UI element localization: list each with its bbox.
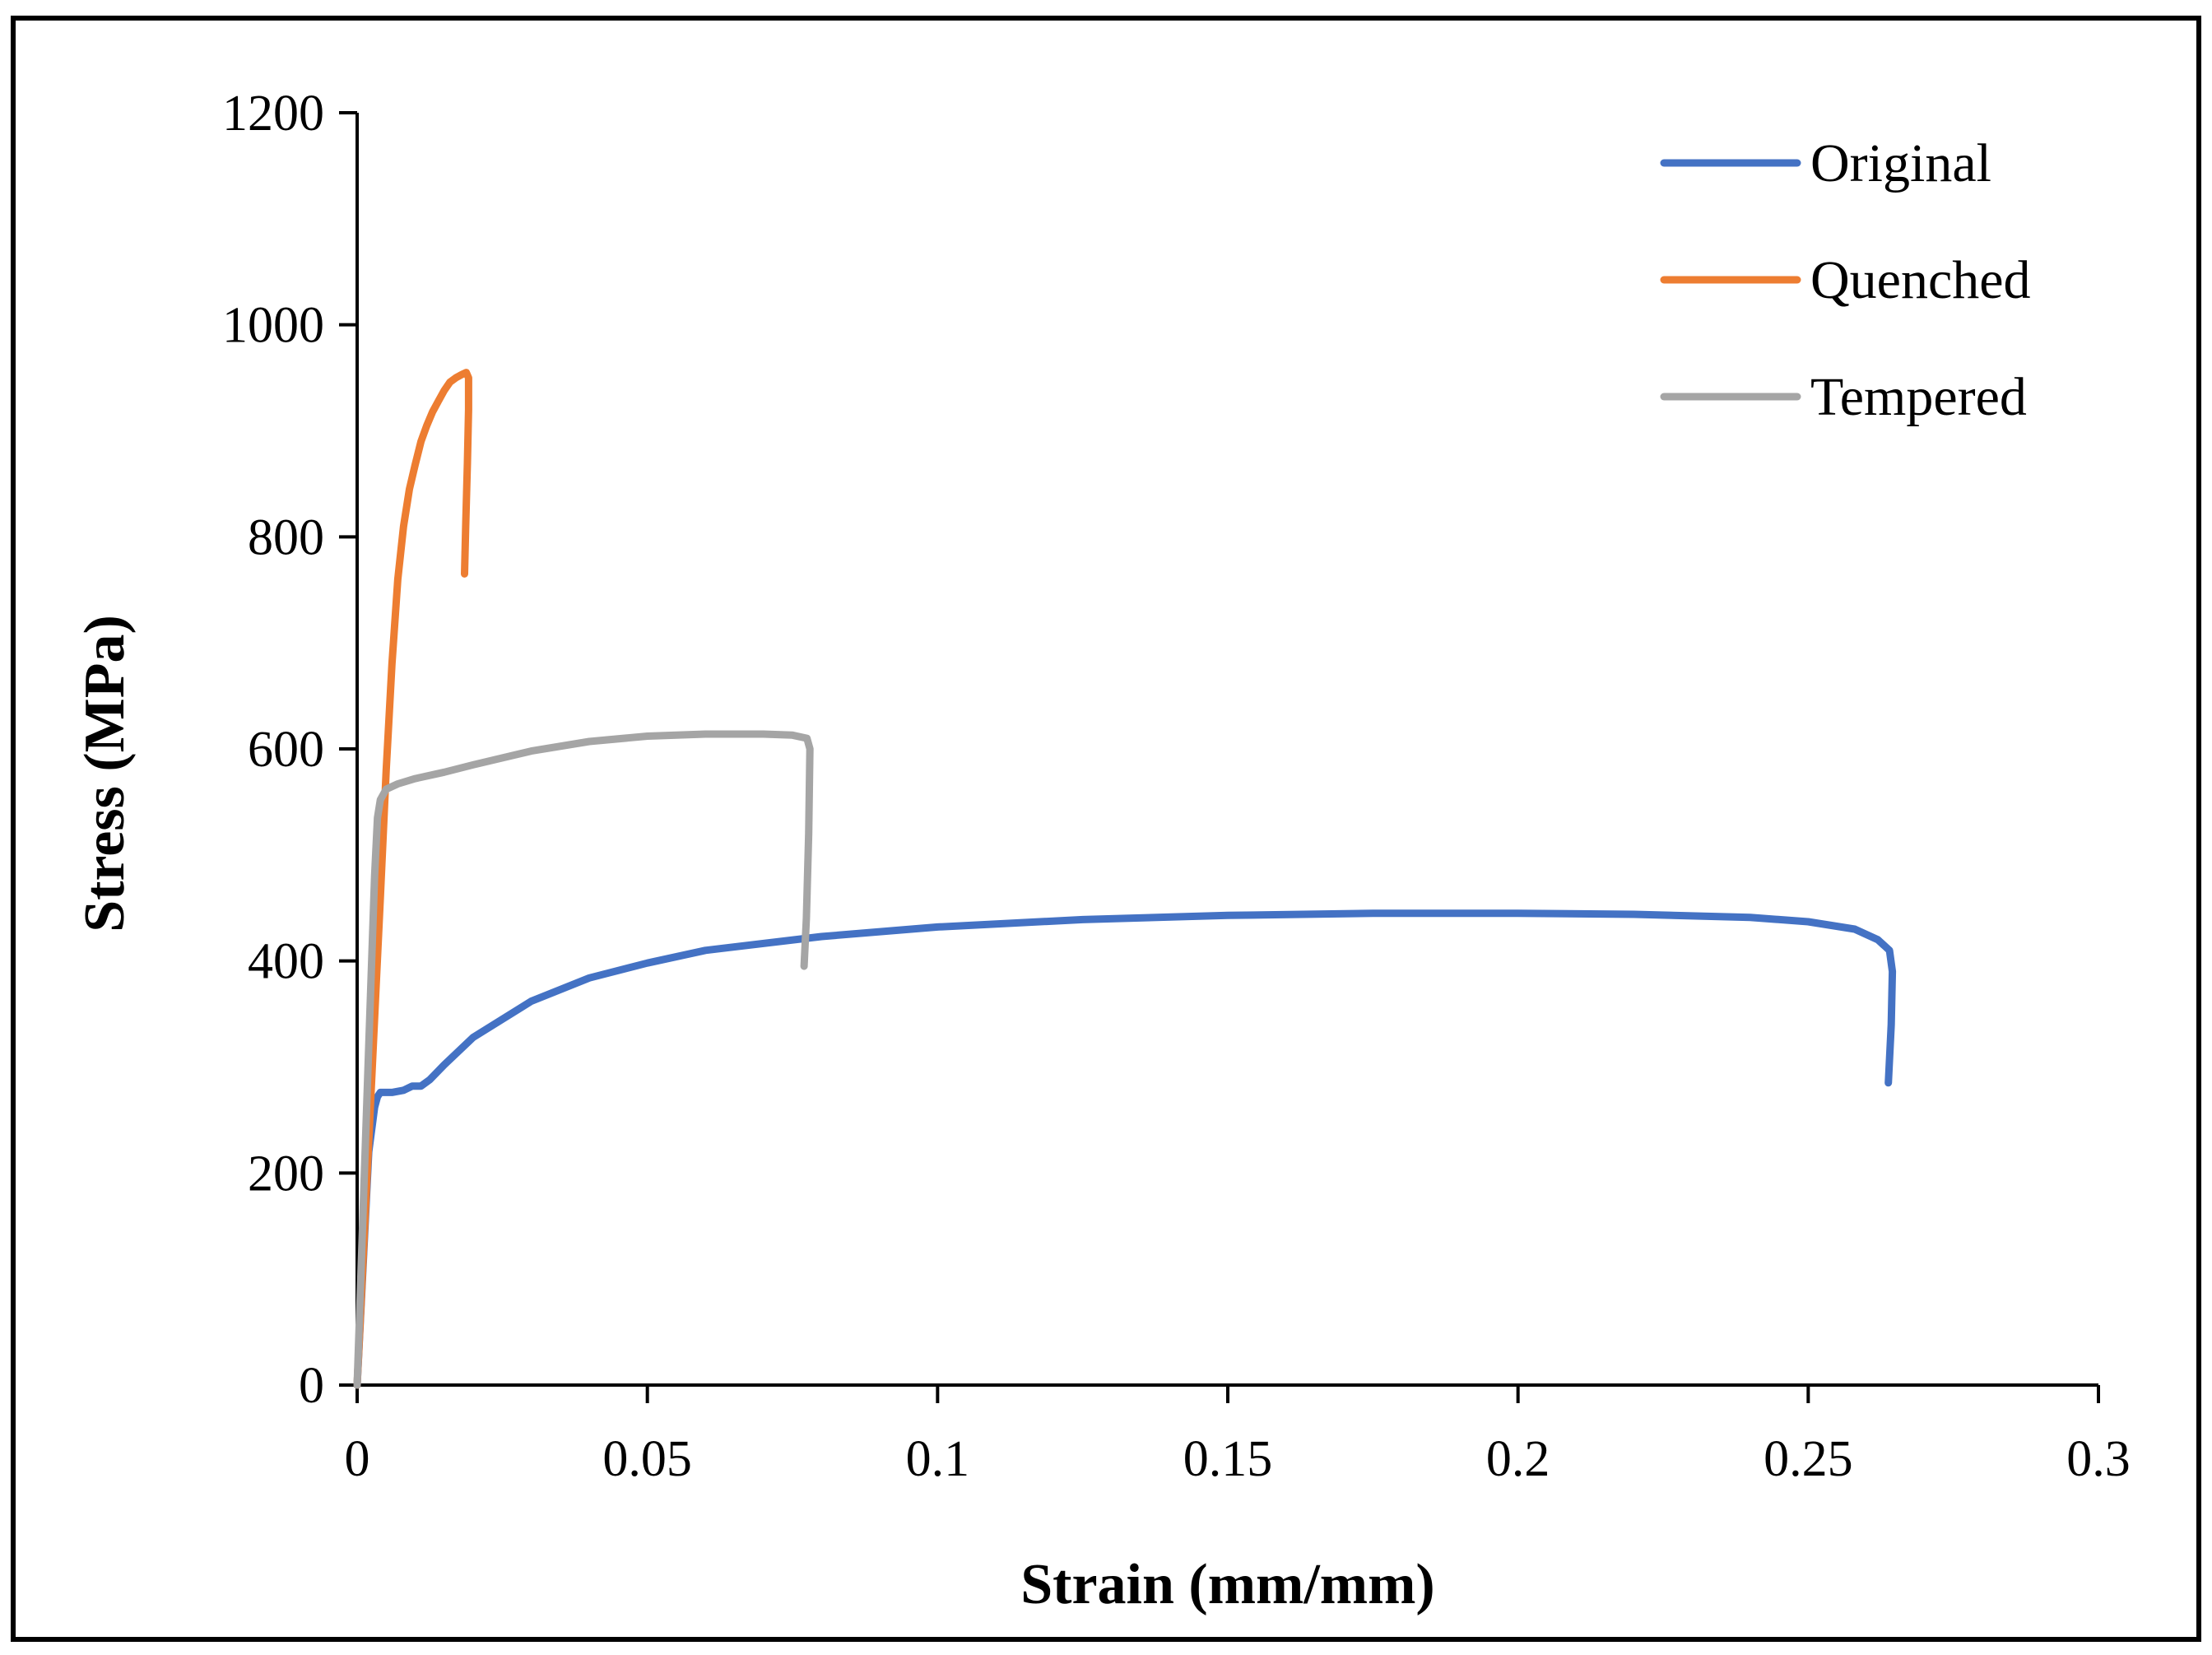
x-tick-label: 0.2 [1486, 1431, 1550, 1487]
x-tick-label: 0.05 [602, 1431, 692, 1487]
series-group [353, 369, 1897, 1389]
x-tick-label: 0.1 [906, 1431, 970, 1487]
series-line-original [353, 909, 1897, 1389]
y-tick-label: 400 [248, 934, 324, 990]
x-tick-label: 0 [345, 1431, 370, 1487]
series-line-tempered [353, 730, 814, 1389]
axes-group: 0 200 400 600 800 1000 1200 0 0.05 0.1 0.15 0.2 0.25… [222, 86, 2131, 1487]
y-tick-label: 1000 [222, 298, 324, 354]
y-tick-label: 200 [248, 1146, 324, 1202]
legend: Original Quenched Tempered [1660, 133, 2031, 427]
y-tick-label: 1200 [222, 86, 324, 142]
y-tick-label: 800 [248, 509, 324, 565]
legend-label-original: Original [1810, 133, 1991, 193]
y-tick-label: 0 [299, 1358, 324, 1414]
x-tick-label: 0.3 [2066, 1431, 2131, 1487]
x-axis-title: Strain (mm/mm) [1020, 1553, 1435, 1616]
x-tick-label: 0.15 [1183, 1431, 1273, 1487]
legend-label-quenched: Quenched [1810, 250, 2031, 310]
series-line-quenched [353, 369, 472, 1389]
legend-label-tempered: Tempered [1810, 367, 2027, 427]
x-tick-label: 0.25 [1764, 1431, 1853, 1487]
y-tick-label: 600 [248, 722, 324, 778]
y-axis-title: Stress (MPa) [73, 615, 137, 932]
